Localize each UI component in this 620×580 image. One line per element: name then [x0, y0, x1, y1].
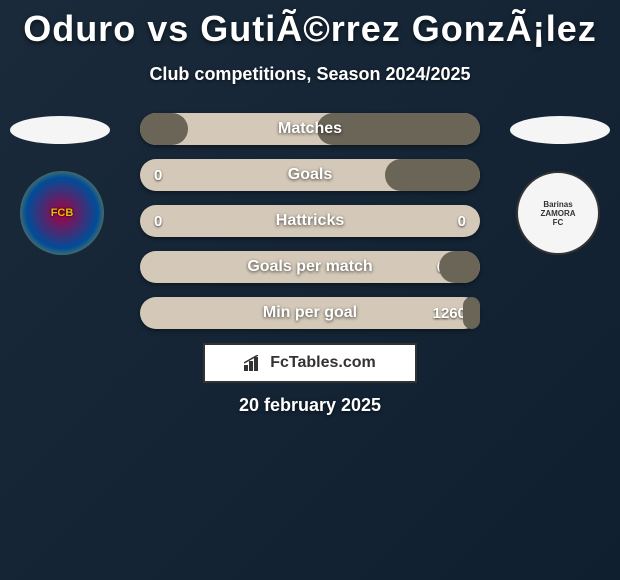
stat-rows: 4Matches140Goals10Hattricks0Goals per ma… [140, 113, 480, 329]
club-badge-right-text: Barinas ZAMORA FC [540, 200, 575, 227]
stat-right-value: 1260 [426, 305, 466, 322]
stat-label: Goals [288, 166, 332, 184]
stat-bar-right [385, 159, 480, 191]
stat-row: Min per goal 1260 [140, 297, 480, 329]
stat-left-value: 0 [154, 213, 194, 230]
stat-label: Matches [278, 120, 342, 138]
stat-bar-right [439, 251, 480, 283]
stat-right-value: 0 [426, 213, 466, 230]
stat-row: 0 Hattricks 0 [140, 205, 480, 237]
branding-text: FcTables.com [270, 354, 376, 372]
content-area: FCB Barinas ZAMORA FC 4Matches140Goals10… [0, 113, 620, 416]
stat-row: 4Matches14 [140, 113, 480, 145]
stat-row: Goals per match0.07 [140, 251, 480, 283]
branding-logo: FcTables.com [203, 343, 417, 383]
stat-label: Hattricks [276, 212, 344, 230]
page-title: Oduro vs GutiÃ©rrez GonzÃ¡lez [0, 0, 620, 50]
stat-left-value: 0 [154, 167, 194, 184]
subtitle: Club competitions, Season 2024/2025 [0, 64, 620, 85]
stat-bar-left [140, 113, 188, 145]
stat-label: Min per goal [263, 304, 357, 322]
club-badge-right: Barinas ZAMORA FC [516, 171, 600, 255]
club-badge-left-text: FCB [51, 207, 74, 219]
chart-icon [244, 355, 264, 371]
club-badge-left: FCB [20, 171, 104, 255]
stat-row: 0Goals1 [140, 159, 480, 191]
footer-date: 20 february 2025 [0, 395, 620, 416]
stat-bar-right [463, 297, 480, 329]
player-photo-right [510, 116, 610, 144]
player-photo-left [10, 116, 110, 144]
stat-label: Goals per match [247, 258, 372, 276]
